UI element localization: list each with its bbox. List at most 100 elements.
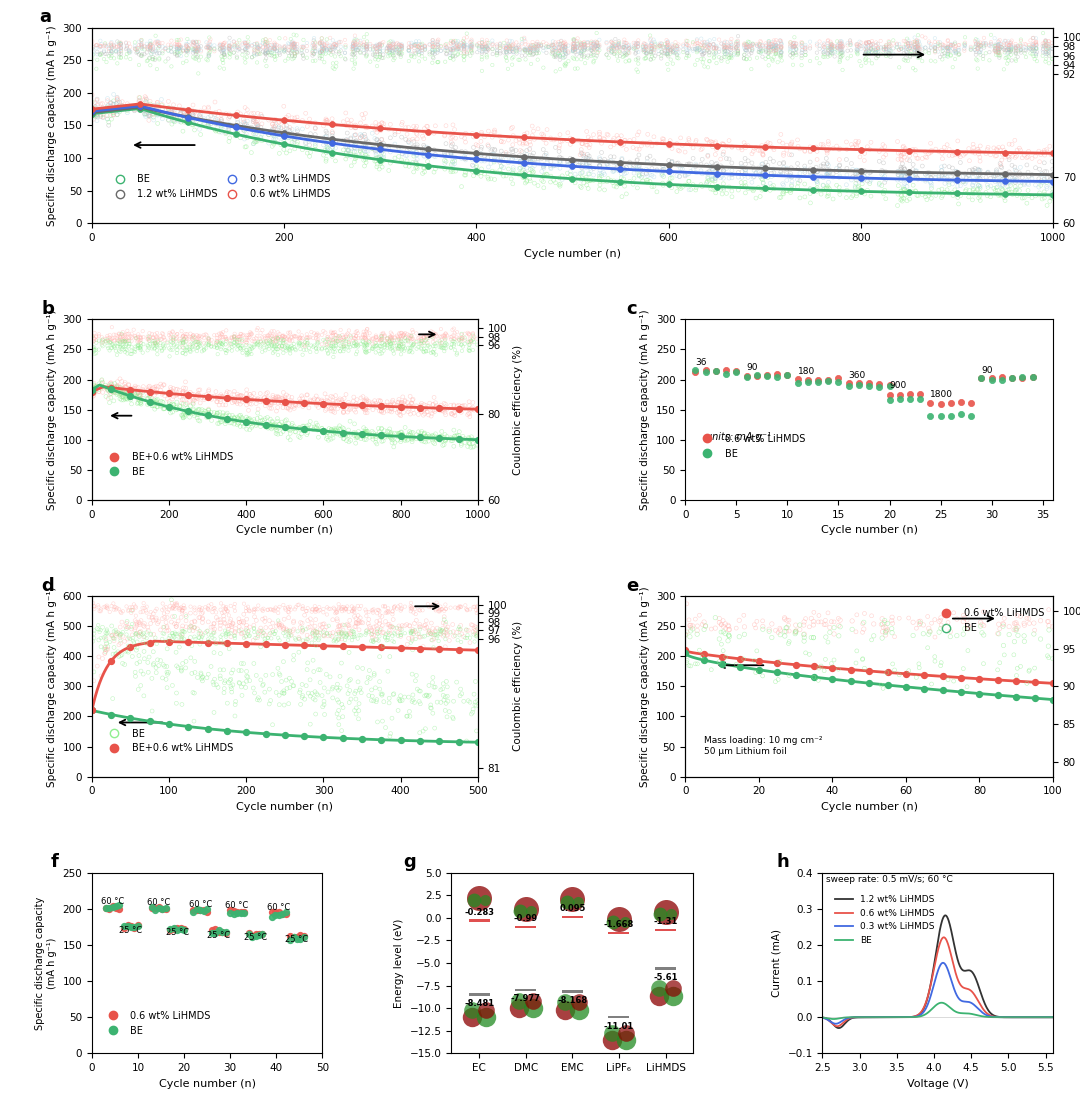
Point	[348, 117, 365, 135]
Point	[935, 169, 953, 186]
Point	[178, 341, 195, 358]
Point	[360, 333, 377, 351]
Point	[967, 32, 984, 50]
Point	[504, 150, 522, 168]
Point	[453, 633, 470, 651]
Point	[200, 334, 217, 352]
Point	[139, 40, 157, 57]
Point	[315, 136, 333, 153]
Point	[98, 107, 116, 125]
Point	[491, 38, 509, 55]
Point	[714, 185, 731, 203]
Point	[248, 130, 266, 148]
Point	[700, 38, 717, 55]
Point	[401, 42, 418, 60]
Point	[1000, 151, 1017, 169]
Point	[85, 663, 103, 681]
Point	[810, 607, 827, 624]
Point	[748, 38, 766, 55]
Point	[92, 106, 109, 124]
Point	[175, 326, 192, 344]
Point	[621, 39, 638, 56]
Point	[364, 335, 381, 353]
Point	[408, 681, 426, 698]
Point	[767, 673, 784, 690]
Point	[922, 178, 940, 195]
Point	[890, 144, 907, 162]
Point	[206, 106, 224, 124]
Point	[309, 390, 326, 408]
Point	[782, 43, 799, 61]
Point	[393, 151, 410, 169]
Point	[554, 167, 571, 184]
Point	[121, 387, 138, 405]
Point	[179, 403, 197, 420]
Point	[185, 33, 202, 51]
Point	[307, 38, 324, 55]
Point	[459, 333, 476, 351]
Point	[112, 49, 130, 66]
Point	[174, 107, 191, 125]
Point	[249, 625, 267, 643]
Point	[422, 322, 440, 340]
Point	[674, 160, 691, 178]
Point	[629, 126, 646, 143]
Point	[696, 621, 713, 639]
Point	[123, 382, 140, 399]
Point	[753, 167, 770, 184]
Point	[203, 627, 220, 644]
Point	[348, 705, 365, 722]
Point	[173, 625, 190, 643]
Point	[696, 613, 713, 631]
Point	[1026, 689, 1043, 707]
Point	[666, 44, 684, 62]
Point	[130, 335, 147, 353]
Point	[272, 425, 289, 442]
Point	[315, 39, 333, 56]
Point	[113, 373, 131, 390]
Point	[254, 126, 271, 143]
Point	[322, 627, 339, 644]
Point	[361, 324, 378, 342]
Point	[171, 43, 188, 61]
Point	[299, 394, 316, 411]
Point	[497, 39, 514, 56]
0.6 wt% LiHMDS	[990, 1010, 1003, 1024]
Point	[399, 707, 416, 725]
Point	[720, 39, 738, 56]
Point	[389, 404, 406, 421]
Point	[175, 326, 192, 344]
Point	[260, 395, 278, 413]
Point	[245, 655, 262, 673]
Point	[967, 163, 984, 181]
Point	[987, 46, 1004, 64]
Point	[516, 135, 534, 152]
Point	[210, 611, 227, 629]
Point	[346, 117, 363, 135]
Point	[782, 184, 799, 202]
Point	[823, 45, 840, 63]
Point	[357, 335, 375, 353]
Point	[309, 324, 326, 342]
Point	[408, 139, 426, 157]
Point	[280, 388, 297, 406]
Point	[264, 716, 281, 733]
Point	[994, 372, 1011, 389]
Point	[906, 45, 923, 63]
Point	[103, 598, 120, 615]
Point	[245, 600, 262, 618]
Point	[347, 55, 364, 73]
Point	[921, 143, 939, 161]
Point	[259, 601, 276, 619]
Point	[85, 598, 103, 615]
Point	[934, 45, 951, 63]
Point	[221, 45, 239, 63]
Point	[349, 390, 366, 408]
Point	[217, 385, 234, 403]
Point	[967, 144, 984, 162]
Point	[180, 33, 198, 51]
Point	[219, 625, 237, 643]
Point	[211, 387, 228, 405]
Point	[145, 394, 162, 411]
Point	[499, 35, 516, 53]
